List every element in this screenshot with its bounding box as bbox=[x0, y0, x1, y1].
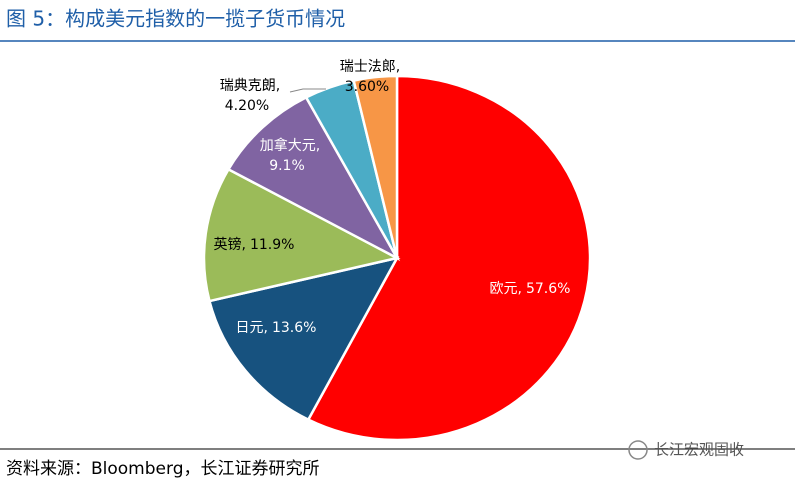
slice-label: 日元, 13.6% bbox=[236, 320, 317, 336]
value-label: 9.1% bbox=[269, 158, 305, 174]
pie-slice bbox=[226, 95, 401, 262]
chart-title: 图 5：构成美元指数的一揽子货币情况 bbox=[6, 7, 345, 31]
pie-slice bbox=[352, 74, 399, 259]
slice-label: 欧元, 57.6% bbox=[490, 281, 571, 297]
category-label: 欧元, bbox=[490, 281, 522, 297]
slice-label: 英镑, 11.9% bbox=[214, 236, 295, 253]
value-label: 13.6% bbox=[272, 320, 316, 336]
leader-line bbox=[289, 88, 326, 93]
category-label: 瑞士法郎, bbox=[340, 59, 400, 75]
pie-slice bbox=[306, 74, 592, 442]
category-label: 瑞典克朗, bbox=[220, 78, 280, 94]
source: 资料来源：Bloomberg，长江证券研究所 bbox=[6, 459, 319, 479]
value-label: 4.20% bbox=[225, 98, 269, 114]
watermark-icon bbox=[628, 440, 648, 460]
category-label: 英镑, bbox=[214, 236, 246, 253]
category-label: 加拿大元, bbox=[260, 137, 320, 154]
pie-slice bbox=[202, 167, 401, 303]
value-label: 3.60% bbox=[345, 79, 389, 95]
value-label: 57.6% bbox=[526, 281, 570, 297]
value-label: 11.9% bbox=[250, 237, 294, 253]
watermark: 长江宏观固收 bbox=[654, 441, 744, 459]
category-label: 日元, bbox=[236, 320, 268, 336]
pie-slice bbox=[207, 256, 400, 422]
